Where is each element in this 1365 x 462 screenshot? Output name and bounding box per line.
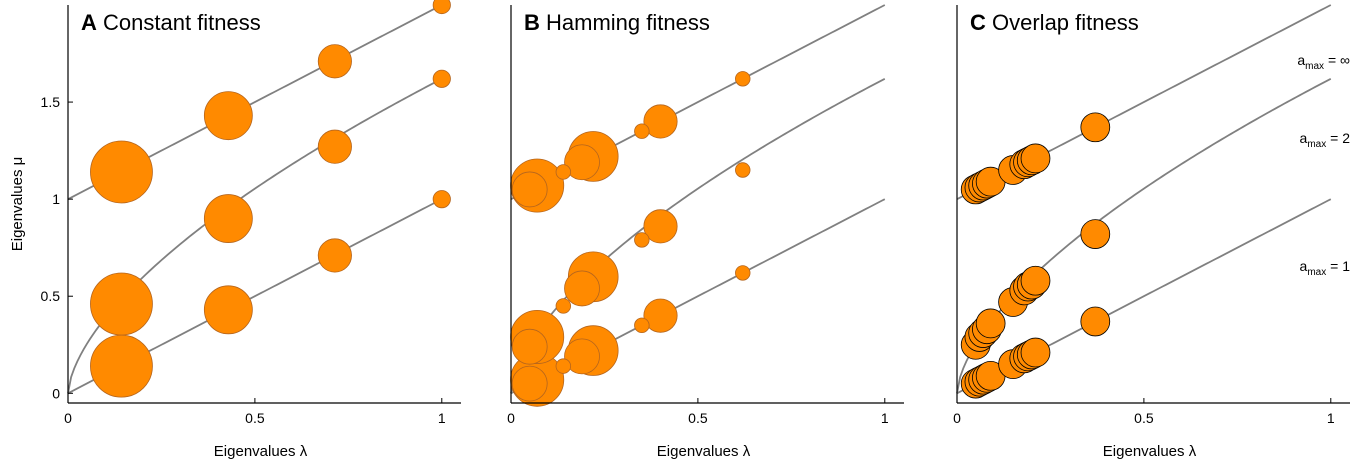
data-point (90, 272, 153, 336)
data-point (317, 129, 352, 164)
data-point (432, 0, 451, 15)
data-point (511, 365, 548, 402)
data-point (511, 328, 548, 365)
data-point (564, 270, 600, 307)
data-point (1080, 306, 1111, 337)
data-point (90, 140, 153, 204)
curve-label-amax-inf: amax = ∞ (1297, 52, 1350, 72)
x-axis-label: Eigenvalues λ (214, 443, 308, 460)
data-point (432, 69, 451, 88)
x-tick-label: 0.5 (1134, 410, 1154, 426)
data-point (317, 44, 352, 79)
panel-title: C Overlap fitness (970, 10, 1139, 35)
data-point (735, 71, 751, 87)
curve-label-amax-2: amax = 2 (1300, 130, 1351, 150)
data-point (975, 308, 1006, 339)
x-tick-label: 1 (1327, 410, 1335, 426)
data-point (634, 123, 650, 139)
panel-c: 0 0.5 1 Eigenvalues λ C Overlap fitness amax … (953, 4, 1351, 460)
data-point (203, 194, 253, 243)
x-tick-label: 0 (507, 410, 515, 426)
x-tick-label: 0 (64, 410, 72, 426)
data-point (643, 104, 678, 139)
data-point (1080, 219, 1111, 249)
x-tick-label: 0.5 (245, 410, 265, 426)
x-tick-label: 1 (881, 410, 889, 426)
data-point (317, 238, 352, 273)
x-tick-label: 0 (953, 410, 961, 426)
curve-amax-2 (510, 77, 886, 394)
data-point (634, 232, 650, 248)
data-point (643, 209, 678, 244)
data-point (564, 144, 600, 181)
data-point (555, 164, 572, 180)
data-point (1020, 143, 1051, 174)
data-point (432, 190, 451, 209)
y-tick-label: 1 (52, 191, 60, 207)
y-tick-label: 0.5 (41, 288, 61, 304)
data-point (555, 358, 572, 374)
panel-title: B Hamming fitness (524, 10, 710, 35)
data-point (1080, 112, 1111, 143)
data-point (203, 285, 253, 335)
panel-title: A Constant fitness (81, 10, 261, 35)
curve-amax-2 (956, 77, 1332, 394)
y-tick-label: 0 (52, 385, 60, 401)
y-tick-label: 1.5 (41, 94, 61, 110)
data-point (643, 298, 678, 333)
data-point (735, 265, 751, 281)
y-axis-label: Eigenvalues μ (9, 157, 26, 252)
data-point (555, 298, 572, 314)
curve-label-amax-1: amax = 1 (1300, 258, 1351, 278)
data-point (1020, 265, 1051, 296)
data-point (735, 162, 751, 178)
data-point (511, 171, 548, 208)
x-axis-label: Eigenvalues λ (1103, 443, 1197, 460)
data-point (1020, 337, 1051, 368)
x-tick-label: 0.5 (688, 410, 708, 426)
data-point (634, 317, 650, 334)
panel-b: 0 0.5 1 Eigenvalues λ B Hamming fitness (507, 4, 904, 460)
panel-a: 0 0.5 1 0 0.5 1 1.5 Eigenvalues λ Eigenvalues μ A… (9, 0, 461, 460)
data-point (564, 338, 600, 375)
data-point (90, 334, 153, 398)
x-tick-label: 1 (438, 410, 446, 426)
x-axis-label: Eigenvalues λ (657, 443, 751, 460)
data-point (203, 91, 253, 141)
